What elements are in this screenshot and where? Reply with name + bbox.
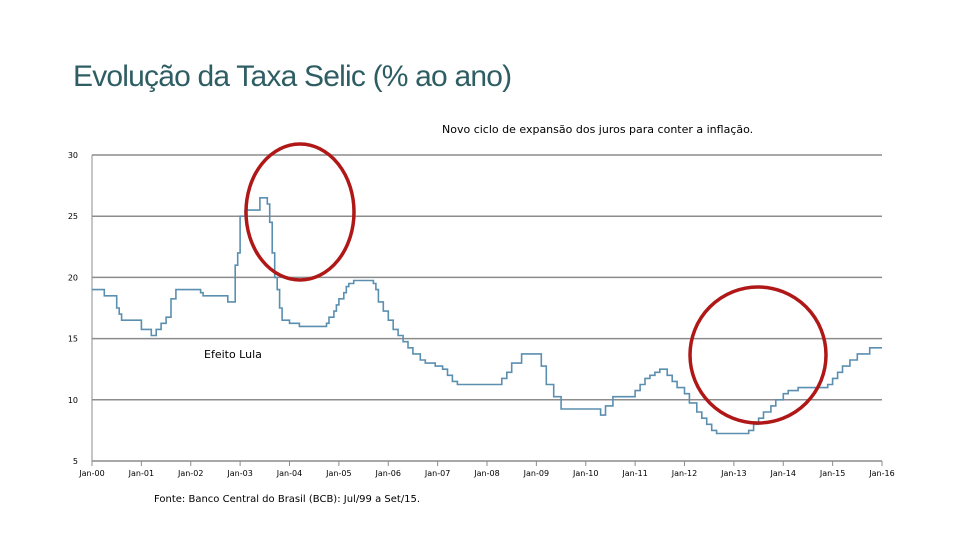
x-tick-label-Jan-07: Jan-07 bbox=[424, 469, 450, 478]
x-tick-label-Jan-03: Jan-03 bbox=[226, 469, 252, 478]
series-line-selic bbox=[92, 197, 882, 435]
x-tick-label-Jan-16: Jan-16 bbox=[868, 469, 894, 478]
annotation-new-cycle: Novo ciclo de expansão dos juros para co… bbox=[442, 123, 754, 136]
x-tick-label-Jan-02: Jan-02 bbox=[177, 469, 203, 478]
y-tick-label-10: 10 bbox=[68, 396, 78, 405]
x-tick-label-Jan-10: Jan-10 bbox=[572, 469, 598, 478]
x-tick-label-Jan-11: Jan-11 bbox=[621, 469, 647, 478]
y-tick-label-5: 5 bbox=[73, 457, 78, 466]
x-tick-label-Jan-08: Jan-08 bbox=[473, 469, 499, 478]
x-tick-label-Jan-12: Jan-12 bbox=[671, 469, 697, 478]
x-tick-label-Jan-13: Jan-13 bbox=[720, 469, 746, 478]
annotation-efeito-lula: Efeito Lula bbox=[204, 348, 262, 361]
x-tick-label-Jan-14: Jan-14 bbox=[770, 469, 796, 478]
x-tick-label-Jan-00: Jan-00 bbox=[78, 469, 104, 478]
x-tick-label-Jan-01: Jan-01 bbox=[128, 469, 154, 478]
page-title: Evolução da Taxa Selic (% ao ano) bbox=[73, 60, 512, 93]
y-tick-label-20: 20 bbox=[68, 273, 78, 282]
highlight-ellipse-2013 bbox=[688, 285, 828, 425]
highlight-ellipse-2003 bbox=[244, 142, 356, 282]
x-tick-label-Jan-09: Jan-09 bbox=[523, 469, 549, 478]
x-tick-label-Jan-04: Jan-04 bbox=[276, 469, 302, 478]
x-tick-label-Jan-06: Jan-06 bbox=[375, 469, 401, 478]
x-tick-label-Jan-05: Jan-05 bbox=[325, 469, 351, 478]
x-tick-label-Jan-15: Jan-15 bbox=[819, 469, 845, 478]
y-tick-label-25: 25 bbox=[68, 212, 78, 221]
y-tick-label-30: 30 bbox=[68, 151, 78, 160]
source-note: Fonte: Banco Central do Brasil (BCB): Ju… bbox=[154, 494, 421, 505]
y-tick-label-15: 15 bbox=[68, 335, 78, 344]
